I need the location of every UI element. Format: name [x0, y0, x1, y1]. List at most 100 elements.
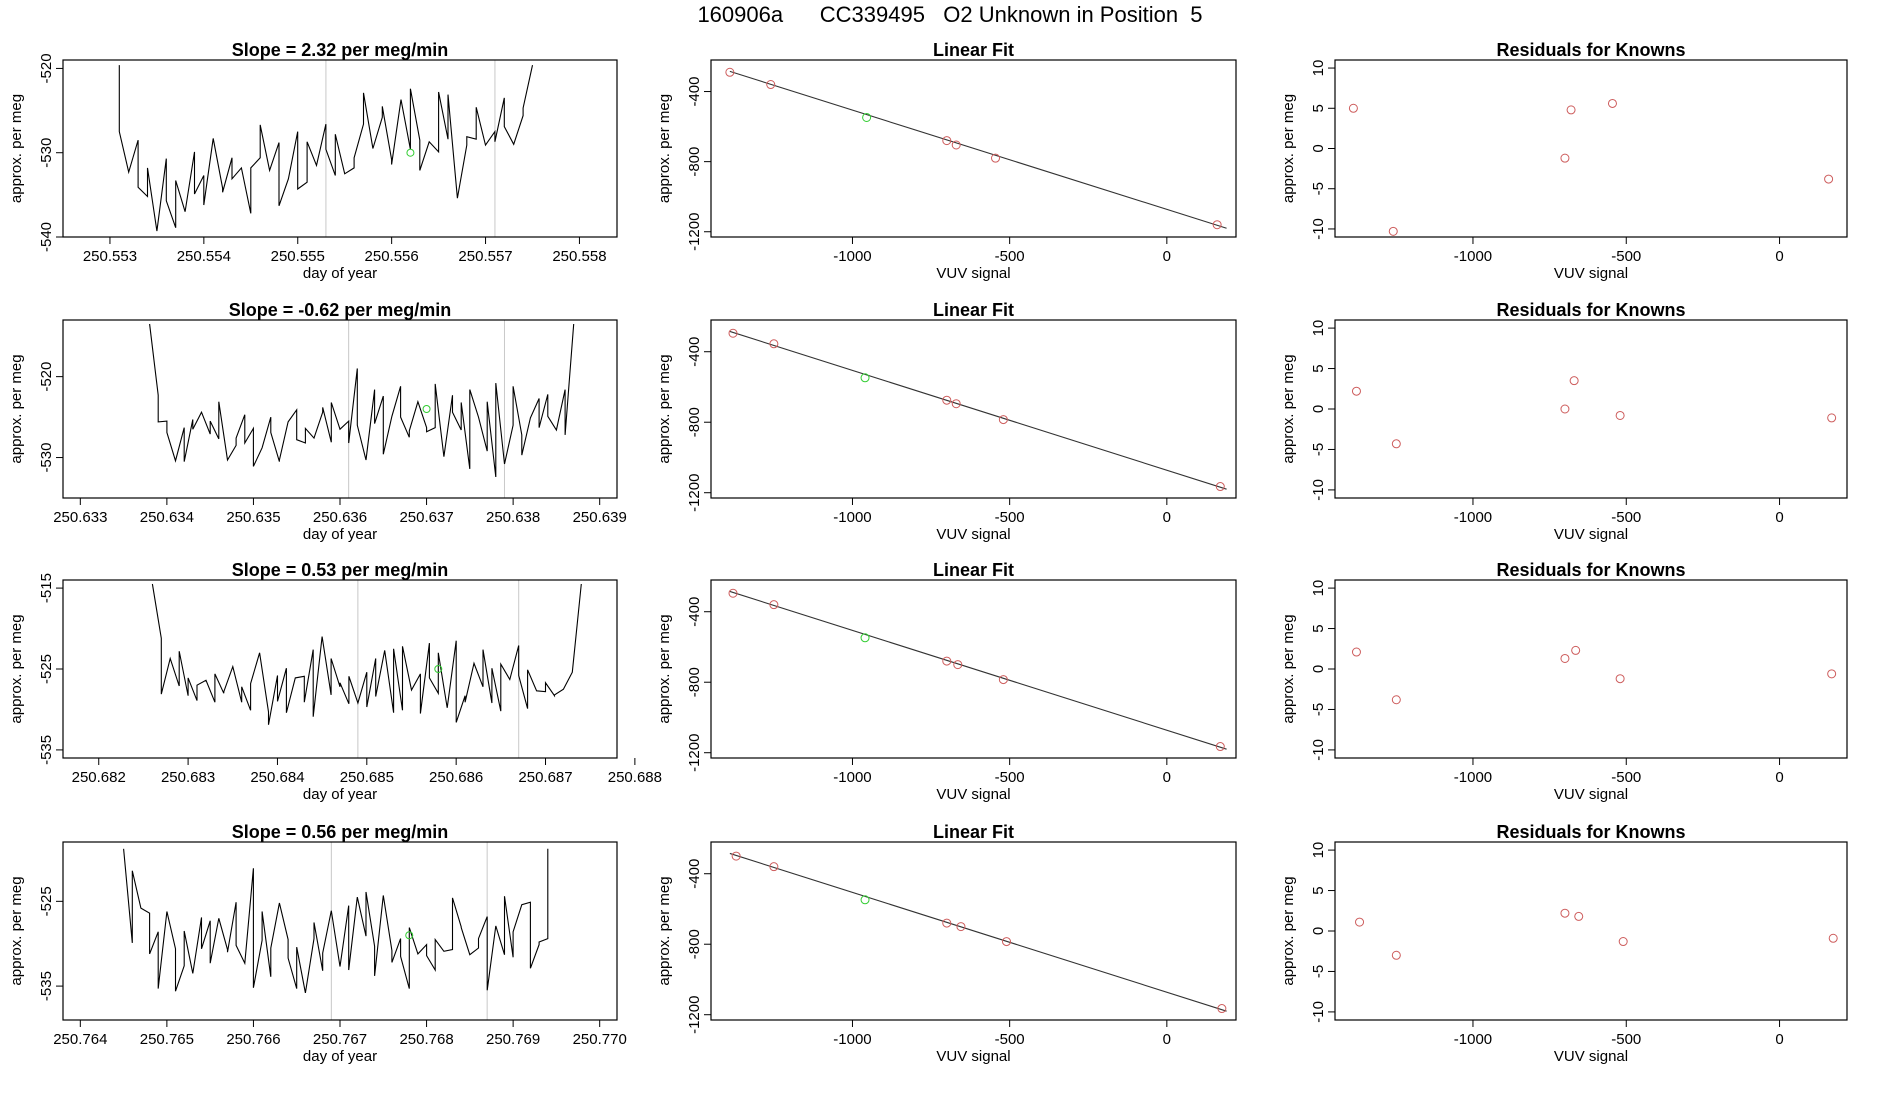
y-tick-label: 5	[1310, 364, 1327, 372]
known-point	[998, 415, 1008, 425]
unknown-point	[860, 633, 870, 643]
panel-frame	[710, 841, 1237, 1021]
fit-line	[729, 852, 1227, 1012]
residual-point	[1618, 937, 1628, 947]
panel-frame	[1334, 319, 1848, 499]
y-tick-label: 5	[1310, 886, 1327, 894]
x-tick-label: 250.554	[177, 248, 231, 265]
unknown-point	[406, 148, 415, 157]
residual-point	[1615, 674, 1625, 684]
x-tick-label: 250.636	[313, 509, 367, 526]
known-point	[731, 851, 741, 861]
panel-frame	[62, 319, 618, 499]
y-tick-label: -1200	[686, 734, 703, 772]
data-series-line	[118, 64, 534, 232]
y-tick-label: -1200	[686, 213, 703, 251]
plot-area	[725, 67, 1227, 230]
plot-area	[149, 320, 575, 498]
residual-point	[1388, 226, 1398, 236]
x-tick-label: 250.768	[399, 1031, 453, 1048]
residual-point	[1560, 153, 1570, 163]
x-tick-label: 0	[1775, 248, 1783, 265]
y-tick-label: -5	[1310, 965, 1327, 978]
x-tick-label: 250.682	[72, 769, 126, 786]
panel-title: Residuals for Knowns	[1496, 822, 1685, 842]
y-tick-label: 10	[1310, 842, 1327, 859]
residual-point	[1828, 933, 1838, 943]
residual-point	[1827, 413, 1837, 423]
x-tick-label: -1000	[833, 248, 871, 265]
panel-title: Slope = -0.62 per meg/min	[229, 300, 452, 320]
y-axis-label: approx. per meg	[8, 94, 25, 203]
residual-point	[1351, 647, 1361, 657]
panel-2-0: Slope = 0.53 per meg/min 250.682 250.683 25…	[8, 560, 662, 803]
x-tick-label: -500	[1611, 248, 1641, 265]
panel-3-2: Residuals for Knowns -1000 -500 0 -10 -5 0 5 10 V…	[1280, 822, 1848, 1065]
known-point	[1215, 482, 1225, 492]
x-tick-label: 250.685	[340, 769, 394, 786]
unknown-point	[860, 895, 870, 905]
panel-frame	[710, 319, 1237, 499]
x-tick-label: 0	[1163, 1031, 1171, 1048]
y-tick-label: -5	[1310, 443, 1327, 456]
x-axis-label: VUV signal	[936, 786, 1010, 803]
y-tick-label: -400	[686, 597, 703, 627]
x-tick-label: 250.558	[552, 248, 606, 265]
panel-title: Slope = 0.53 per meg/min	[232, 560, 449, 580]
x-tick-label: -500	[1611, 509, 1641, 526]
plot-area	[1351, 645, 1837, 705]
y-tick-label: -5	[1310, 182, 1327, 195]
panel-frame	[1334, 59, 1848, 238]
plot-area	[1355, 908, 1838, 960]
known-point	[953, 660, 963, 670]
x-axis-label: VUV signal	[936, 526, 1010, 543]
x-tick-label: 250.633	[53, 509, 107, 526]
y-axis-label: approx. per meg	[8, 876, 25, 985]
panel-0-0: Slope = 2.32 per meg/min 250.553 250.554 25…	[8, 40, 618, 282]
unknown-point	[422, 405, 431, 413]
known-point	[769, 862, 779, 872]
x-tick-label: 0	[1775, 769, 1783, 786]
residual-point	[1607, 98, 1617, 108]
y-tick-label: 5	[1310, 624, 1327, 632]
y-axis-label: approx. per meg	[1280, 876, 1297, 985]
y-tick-label: -515	[38, 573, 55, 603]
x-tick-label: 250.638	[486, 509, 540, 526]
y-axis-label: approx. per meg	[1280, 94, 1297, 203]
known-point	[951, 140, 961, 150]
y-axis-label: approx. per meg	[8, 354, 25, 463]
panel-3-1: Linear Fit -1000 -500 0 -1200 -800 -400 VUV sig…	[656, 822, 1237, 1065]
x-tick-label: -1000	[1454, 248, 1492, 265]
x-tick-label: 250.555	[271, 248, 325, 265]
residual-point	[1355, 917, 1365, 927]
y-tick-label: -535	[38, 735, 55, 765]
fit-line	[729, 330, 1227, 490]
known-point	[728, 588, 738, 598]
y-tick-label: -520	[38, 362, 55, 392]
y-tick-label: -10	[1310, 1001, 1327, 1023]
panel-frame	[62, 579, 618, 759]
y-tick-label: -10	[1310, 479, 1327, 501]
known-point	[951, 399, 961, 409]
y-tick-label: -540	[38, 222, 55, 252]
x-tick-label: -500	[995, 248, 1025, 265]
residual-point	[1391, 695, 1401, 705]
residual-point	[1351, 386, 1361, 396]
y-axis-label: approx. per meg	[8, 614, 25, 723]
known-point	[942, 136, 952, 146]
plot-area	[729, 851, 1227, 1014]
panel-title: Slope = 2.32 per meg/min	[232, 40, 449, 60]
panel-frame	[1334, 579, 1848, 759]
known-point	[728, 328, 738, 338]
panel-3-0: Slope = 0.56 per meg/min 250.764 250.765 25…	[8, 822, 627, 1065]
plot-area	[1348, 98, 1834, 236]
x-axis-label: VUV signal	[1554, 265, 1628, 282]
x-tick-label: 250.683	[161, 769, 215, 786]
fit-line	[729, 70, 1227, 229]
residual-point	[1391, 439, 1401, 449]
residual-point	[1574, 911, 1584, 921]
x-tick-label: 250.553	[83, 248, 137, 265]
known-point	[725, 67, 735, 77]
